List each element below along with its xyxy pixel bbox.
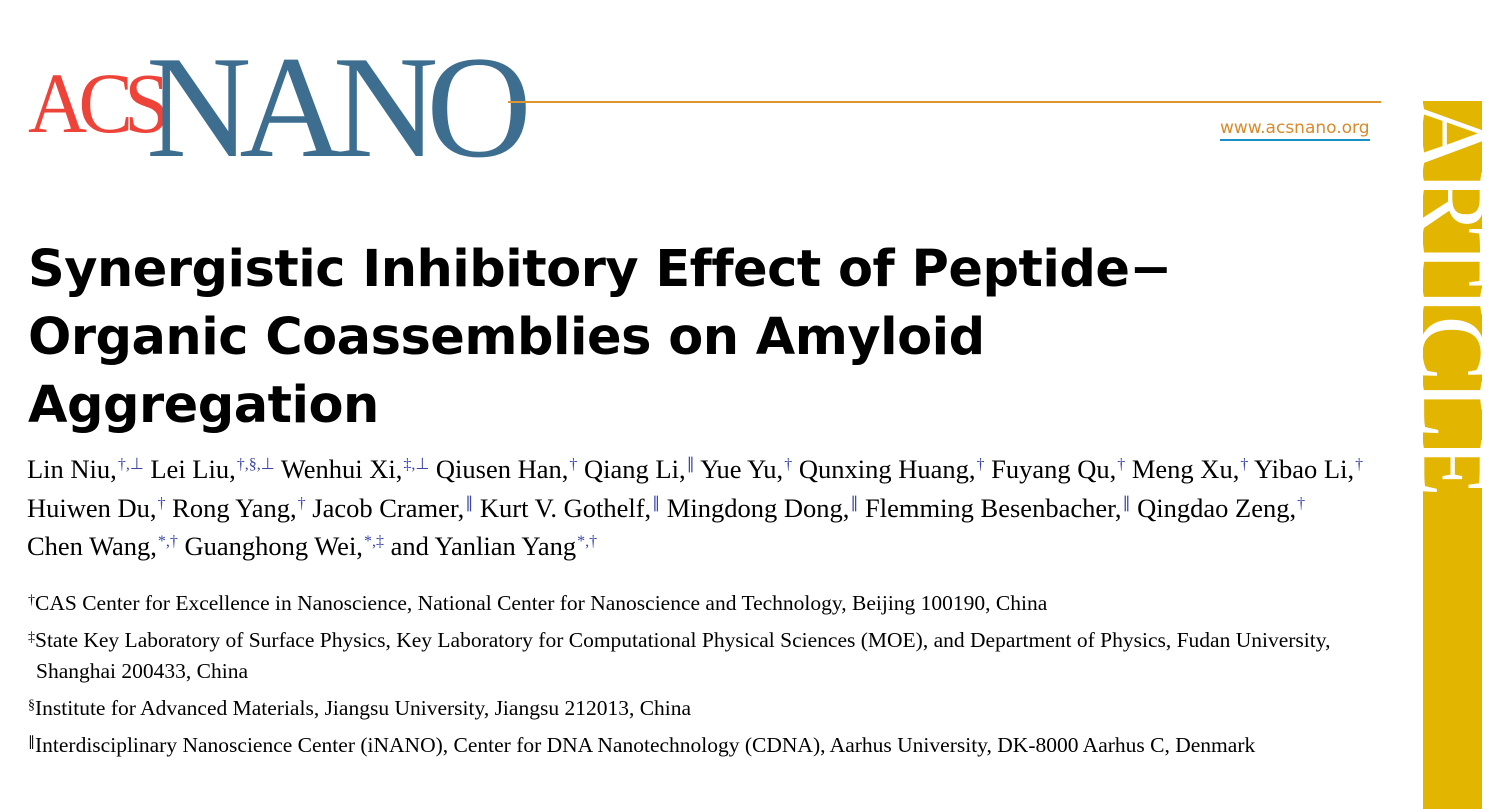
affiliation-text: CAS Center for Excellence in Nanoscience…: [35, 591, 1048, 615]
author-name: Kurt V. Gothelf,: [479, 492, 652, 523]
author-affiliation-marks[interactable]: †: [157, 494, 166, 512]
author-name: Guanghong Wei,: [184, 531, 363, 561]
author-affiliation-marks[interactable]: †: [976, 456, 985, 473]
author: Qingdao Zeng,†: [1137, 493, 1305, 523]
author: Rong Yang,†: [172, 493, 305, 523]
author-name: Qingdao Zeng,: [1137, 492, 1297, 523]
author-affiliation-marks[interactable]: †: [1117, 456, 1126, 473]
title-line: Organic Coassemblies on Amyloid: [28, 308, 985, 367]
author: Fuyang Qu,†: [991, 454, 1125, 484]
title-line: Aggregation: [28, 376, 379, 435]
affiliation-mark: ‡: [28, 630, 35, 645]
affiliation-text: Interdisciplinary Nanoscience Center (iN…: [35, 733, 1256, 757]
author-affiliation-marks[interactable]: †,§,⊥: [236, 456, 275, 473]
author-affiliation-marks[interactable]: †: [297, 494, 306, 512]
author-name: Yue Yu,: [700, 454, 784, 484]
author-affiliation-marks[interactable]: †: [1240, 456, 1249, 473]
logo-acs: ACS: [28, 55, 170, 151]
author-name: Jacob Cramer,: [312, 492, 465, 523]
author-name: Qunxing Huang,: [798, 454, 976, 484]
author-affiliation-marks[interactable]: ∥: [465, 494, 474, 512]
author: Yibao Li,†: [1254, 454, 1363, 484]
author: Qiang Li,∥: [584, 454, 695, 484]
affiliation-list: †CAS Center for Excellence in Nanoscienc…: [28, 588, 1383, 767]
paper-title: Synergistic Inhibitory Effect of Peptide…: [28, 236, 1278, 440]
author: Lin Niu,†,⊥: [27, 454, 144, 484]
author-name: Wenhui Xi,: [280, 454, 403, 484]
author-name: Yibao Li,: [1253, 454, 1355, 484]
author-affiliation-marks[interactable]: *,‡: [363, 533, 384, 550]
author-affiliation-marks[interactable]: ∥: [652, 494, 661, 512]
author-affiliation-marks[interactable]: ∥: [850, 494, 859, 512]
logo-nano: NANO: [146, 26, 532, 188]
author: Kurt V. Gothelf,∥: [480, 493, 660, 523]
author-name: Lin Niu,: [27, 454, 117, 484]
journal-logo: ACS NANO: [28, 30, 532, 180]
author-name: Qiang Li,: [584, 454, 686, 484]
affiliation-mark: †: [28, 593, 35, 608]
affiliation: §Institute for Advanced Materials, Jiang…: [28, 693, 1383, 724]
author-affiliation-marks[interactable]: ‡,⊥: [403, 456, 430, 473]
author: and Yanlian Yang*,†: [391, 531, 598, 561]
author-name: Lei Liu,: [150, 454, 236, 484]
author-affiliation-marks[interactable]: ∥: [686, 456, 695, 473]
header-rule: [508, 101, 1381, 103]
author: Qiusen Han,†: [436, 454, 577, 484]
author: Jacob Cramer,∥: [312, 493, 473, 523]
affiliation: ‡State Key Laboratory of Surface Physics…: [28, 625, 1383, 687]
author: Huiwen Du,†: [27, 493, 166, 523]
journal-url-link[interactable]: www.acsnano.org: [1220, 118, 1370, 141]
author: Qunxing Huang,†: [799, 454, 985, 484]
author-name: Fuyang Qu,: [991, 454, 1117, 484]
author: Yue Yu,†: [700, 454, 792, 484]
author: Meng Xu,†: [1132, 454, 1248, 484]
author: Lei Liu,†,§,⊥: [150, 454, 274, 484]
author-affiliation-marks[interactable]: †: [1355, 456, 1364, 473]
author-name: Rong Yang,: [172, 492, 297, 523]
author-name: and Yanlian Yang: [390, 531, 577, 561]
author: Chen Wang,*,†: [27, 531, 178, 561]
author-name: Chen Wang,: [27, 531, 157, 561]
author: Guanghong Wei,*,‡: [185, 531, 384, 561]
author-name: Qiusen Han,: [435, 454, 569, 484]
author-name: Meng Xu,: [1131, 454, 1240, 484]
author-affiliation-marks[interactable]: †: [1297, 494, 1306, 512]
author-name: Mingdong Dong,: [666, 492, 850, 523]
affiliation-mark: ∥: [28, 735, 35, 750]
section-label: ARTICLE: [1423, 101, 1482, 495]
author-affiliation-marks[interactable]: ∥: [1122, 494, 1131, 512]
author-list: Lin Niu,†,⊥ Lei Liu,†,§,⊥ Wenhui Xi,‡,⊥ …: [27, 450, 1387, 566]
author-affiliation-marks[interactable]: †,⊥: [117, 456, 144, 473]
author-affiliation-marks[interactable]: *,†: [577, 533, 598, 550]
article-sidebar: ARTICLE: [1423, 101, 1482, 809]
author: Wenhui Xi,‡,⊥: [281, 454, 429, 484]
affiliation-text: Institute for Advanced Materials, Jiangs…: [35, 696, 692, 720]
author-name: Flemming Besenbacher,: [864, 492, 1122, 523]
author-affiliation-marks[interactable]: †: [569, 456, 578, 473]
author: Flemming Besenbacher,∥: [865, 493, 1131, 523]
affiliation-mark: §: [28, 698, 35, 713]
author: Mingdong Dong,∥: [667, 493, 859, 523]
affiliation-text: State Key Laboratory of Surface Physics,…: [35, 628, 1331, 683]
author-affiliation-marks[interactable]: *,†: [157, 533, 178, 550]
author-name: Huiwen Du,: [27, 492, 157, 523]
title-line: Synergistic Inhibitory Effect of Peptide…: [28, 240, 1172, 299]
affiliation: †CAS Center for Excellence in Nanoscienc…: [28, 588, 1383, 619]
author-affiliation-marks[interactable]: †: [784, 456, 793, 473]
affiliation: ∥Interdisciplinary Nanoscience Center (i…: [28, 730, 1383, 761]
